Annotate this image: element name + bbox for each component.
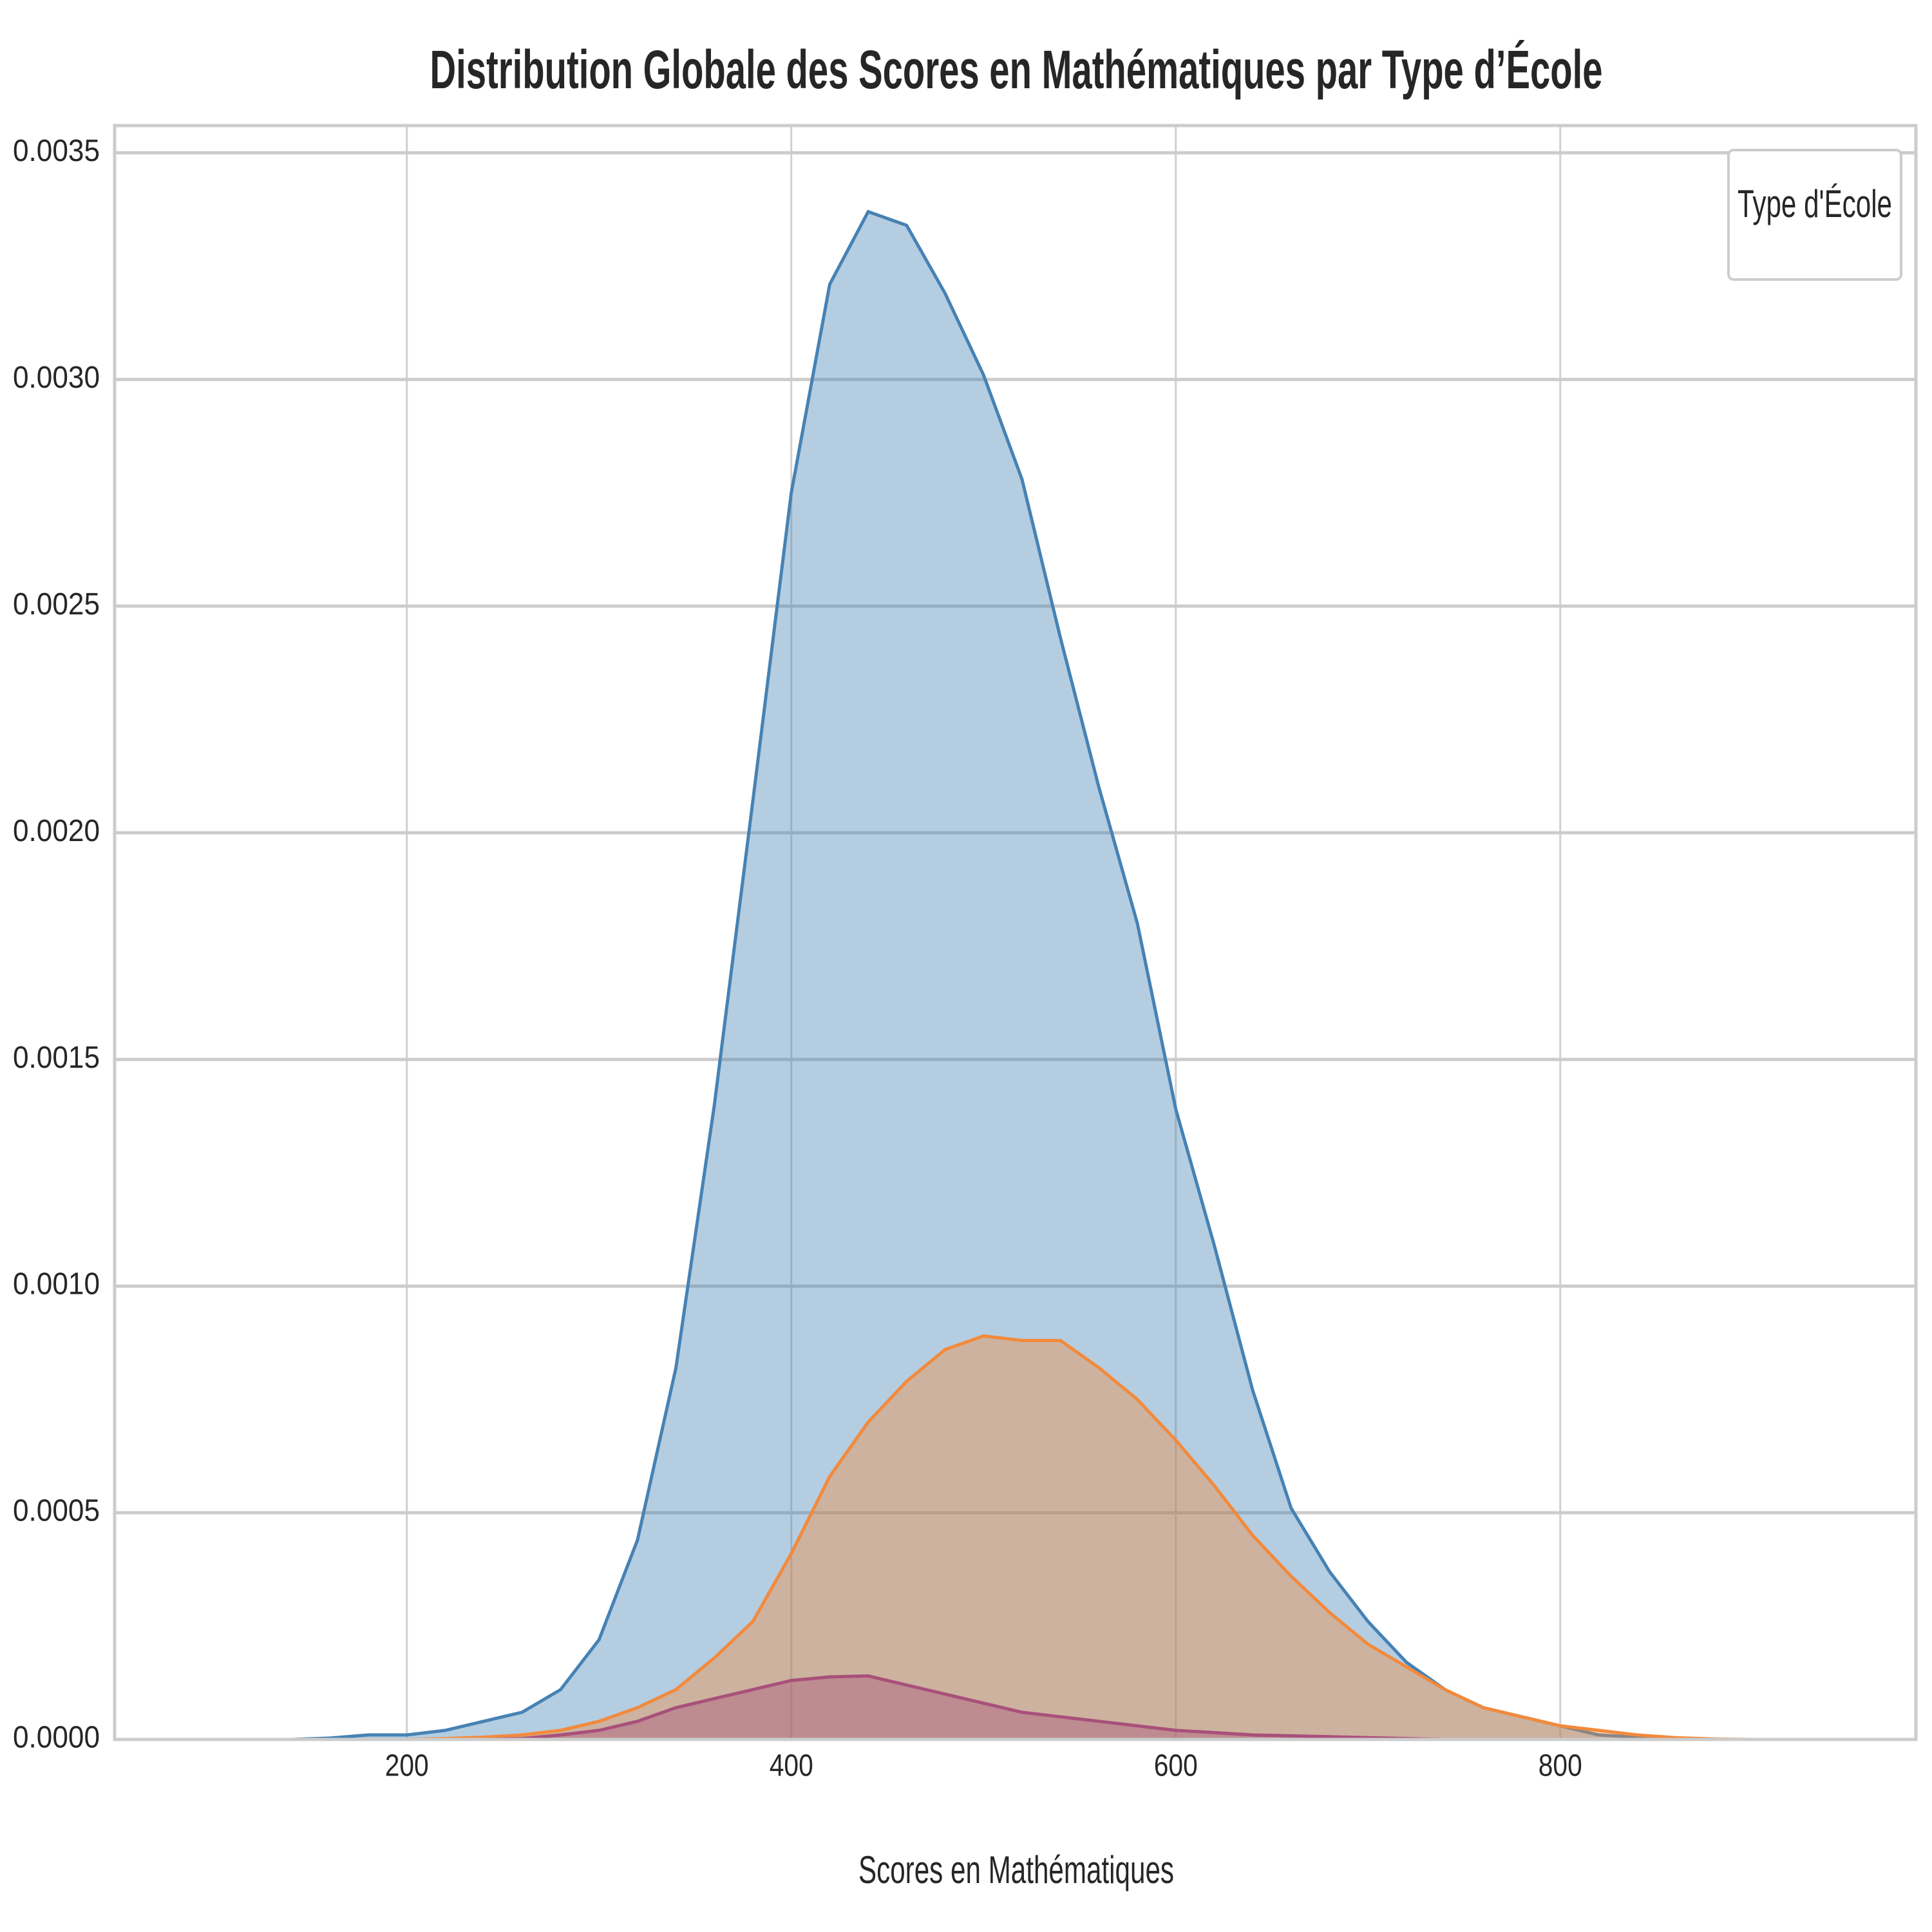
y-tick-label: 0.0030 — [13, 361, 100, 395]
x-tick-label: 200 — [385, 1749, 429, 1783]
legend-title: Type d'École — [1738, 182, 1892, 225]
x-axis-label: Scores en Mathématiques — [858, 1848, 1174, 1891]
tick-labels: 200 400 600 800 0.0000 0.0005 0.0010 0.0015 0.00… — [13, 134, 1582, 1783]
density-line — [291, 1334, 1753, 1741]
x-tick-label: 800 — [1539, 1749, 1582, 1783]
x-tick-label: 400 — [770, 1749, 813, 1783]
y-tick-label: 0.0015 — [13, 1041, 100, 1075]
y-tick-label: 0.0005 — [13, 1494, 100, 1528]
area-fill — [291, 1336, 1753, 1739]
y-tick-label: 0.0025 — [13, 587, 100, 621]
y-tick-label: 0.0035 — [13, 134, 100, 168]
legend-box — [1727, 149, 1902, 281]
chart-title: Distribution Globale des Scores en Mathé… — [430, 39, 1603, 100]
area-fill — [291, 1676, 1753, 1739]
plot-frame — [113, 124, 1918, 1741]
areas — [291, 209, 1753, 1741]
y-tick-label: 0.0000 — [13, 1721, 100, 1755]
y-tick-label: 0.0010 — [13, 1267, 100, 1302]
grid — [115, 126, 1916, 1741]
x-tick-label: 600 — [1154, 1749, 1198, 1783]
area-fill — [291, 211, 1753, 1740]
y-tick-label: 0.0020 — [13, 814, 100, 848]
